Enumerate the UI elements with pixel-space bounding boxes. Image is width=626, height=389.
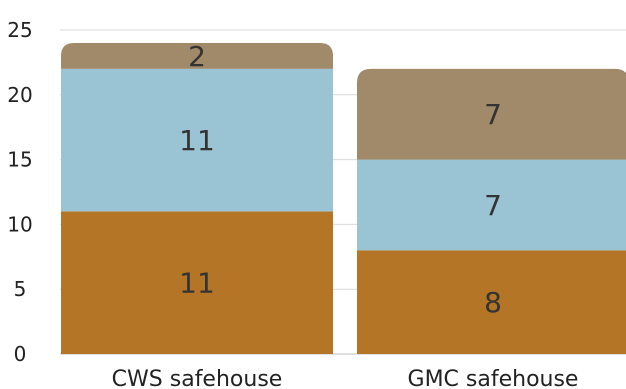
x-category-label: GMC safehouse (408, 367, 579, 389)
bars (61, 42, 626, 354)
bar-segment (357, 68, 626, 160)
bar-segment (61, 42, 333, 69)
data-label: 7 (484, 98, 502, 131)
x-axis: CWS safehouse GMC safehouse (112, 367, 579, 389)
y-tick-label: 25 (7, 18, 32, 42)
data-label: 7 (484, 189, 502, 222)
y-tick-label: 10 (7, 212, 32, 236)
y-tick-label: 20 (7, 83, 32, 107)
data-label: 11 (179, 124, 215, 157)
y-axis: 0 5 10 15 20 25 (7, 18, 32, 366)
bar-segment (61, 211, 333, 354)
bar-segment (61, 68, 333, 212)
y-tick-label: 0 (14, 342, 27, 366)
data-label: 2 (188, 40, 206, 73)
data-label: 11 (179, 267, 215, 300)
data-label: 8 (484, 286, 502, 319)
bar-segment (357, 159, 626, 251)
y-tick-label: 15 (7, 148, 32, 172)
data-labels: 11 11 2 8 7 7 (179, 40, 502, 319)
x-category-label: CWS safehouse (112, 367, 283, 389)
y-tick-label: 5 (14, 277, 27, 301)
bar-segment (357, 250, 626, 354)
